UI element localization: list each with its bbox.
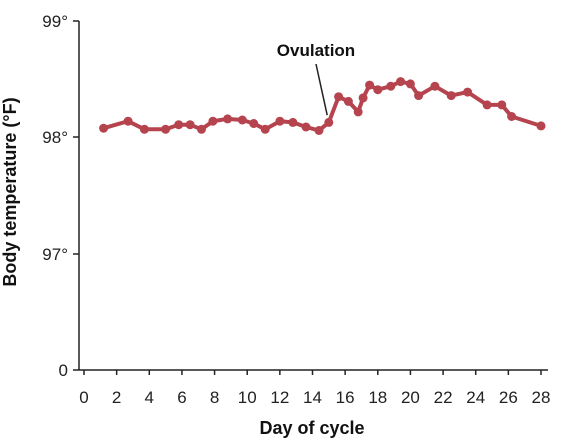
- x-tick-label-12: 24: [466, 388, 485, 407]
- x-axis-title: Day of cycle: [259, 418, 364, 438]
- y-tick-label-0: 0: [59, 361, 68, 380]
- data-point-26: [414, 91, 424, 101]
- x-tick-label-6: 12: [270, 388, 289, 407]
- data-point-9: [237, 115, 247, 125]
- x-tick-label-9: 18: [368, 388, 387, 407]
- series-group: [99, 77, 546, 135]
- data-point-6: [197, 124, 206, 134]
- x-tick-label-3: 6: [177, 388, 186, 407]
- data-point-15: [314, 126, 324, 135]
- y-tick-label-3: 99°: [42, 12, 68, 31]
- x-tick-label-14: 28: [532, 388, 551, 407]
- x-tick-label-11: 22: [434, 388, 453, 407]
- data-point-18: [343, 96, 353, 106]
- y-axis-title: Body temperature (°F): [0, 97, 20, 286]
- data-point-7: [208, 116, 218, 126]
- y-axis-title-group: Body temperature (°F): [0, 97, 20, 286]
- data-point-14: [301, 122, 311, 132]
- data-point-31: [497, 100, 507, 110]
- data-point-32: [507, 112, 517, 121]
- data-point-1: [123, 116, 133, 126]
- data-point-0: [99, 123, 109, 133]
- temperature-line: [101, 79, 543, 133]
- data-point-3: [161, 124, 171, 134]
- x-tick-label-5: 10: [238, 388, 257, 407]
- data-point-4: [174, 120, 184, 130]
- x-tick-label-7: 14: [303, 388, 322, 407]
- data-point-11: [260, 124, 270, 134]
- y-tick-label-1: 97°: [42, 245, 68, 264]
- data-point-19: [353, 107, 363, 117]
- y-ticks: 0 97° 98° 99°: [42, 12, 79, 380]
- y-tick-label-2: 98°: [42, 128, 68, 147]
- ovulation-pointer-line: [315, 63, 328, 116]
- data-point-29: [463, 87, 473, 97]
- x-tick-label-4: 8: [210, 388, 219, 407]
- x-tick-label-2: 4: [145, 388, 154, 407]
- data-point-27: [430, 81, 440, 91]
- ovulation-annotation: Ovulation: [277, 41, 355, 116]
- data-point-20: [358, 93, 368, 103]
- data-point-21: [365, 80, 375, 90]
- data-point-33: [536, 121, 546, 131]
- data-point-13: [288, 117, 298, 127]
- x-tick-label-1: 2: [112, 388, 121, 407]
- data-point-2: [139, 124, 149, 134]
- data-point-28: [446, 91, 456, 101]
- x-tick-label-13: 26: [499, 388, 518, 407]
- x-tick-label-8: 16: [336, 388, 355, 407]
- data-point-5: [185, 120, 195, 130]
- data-point-22: [373, 85, 383, 95]
- x-ticks: 0 2 4 6 8 10 12 14 16 18 20 22 24 26 28: [79, 370, 550, 407]
- data-point-30: [482, 100, 492, 110]
- data-point-10: [249, 119, 259, 128]
- ovulation-label: Ovulation: [277, 41, 355, 60]
- data-point-24: [396, 77, 406, 87]
- data-point-16: [324, 117, 334, 127]
- data-point-12: [275, 116, 285, 126]
- data-point-23: [386, 81, 396, 91]
- data-point-25: [405, 79, 415, 89]
- x-tick-label-10: 20: [401, 388, 420, 407]
- data-point-8: [223, 114, 233, 124]
- data-point-17: [334, 92, 344, 102]
- x-tick-label-0: 0: [79, 388, 88, 407]
